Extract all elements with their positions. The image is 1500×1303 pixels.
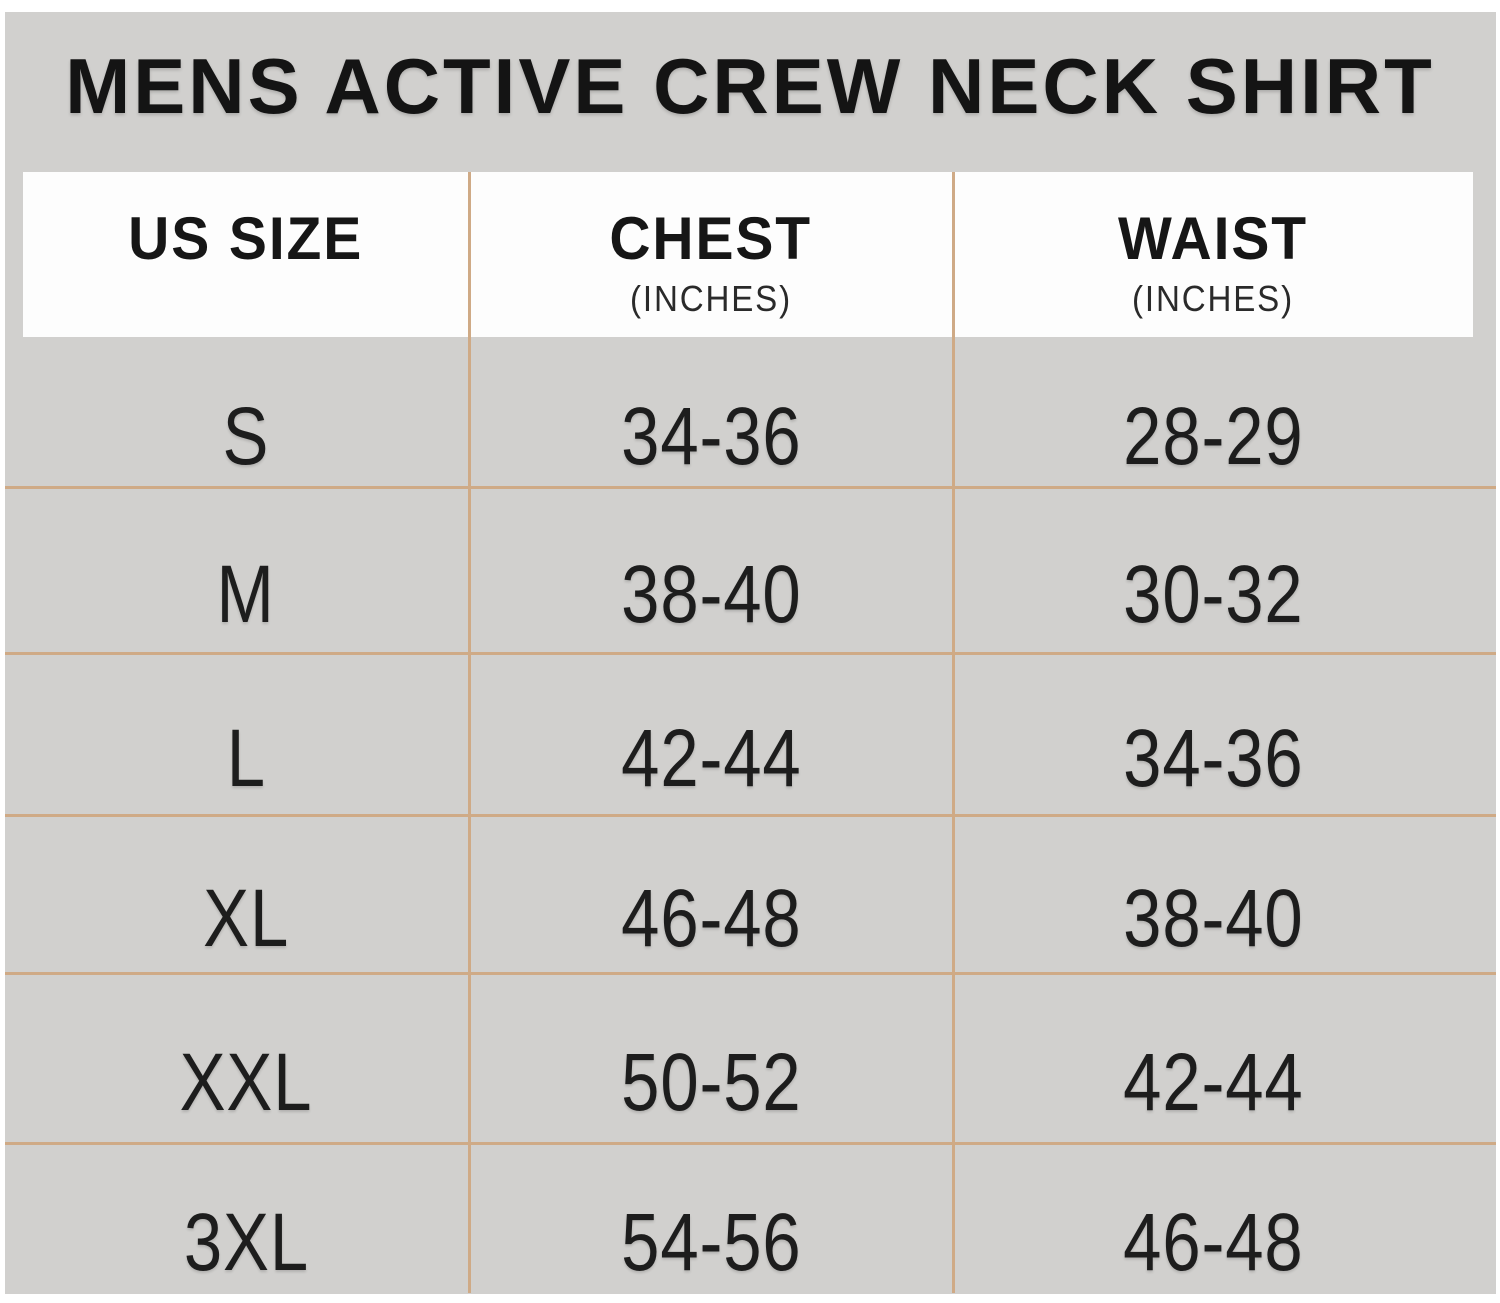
waist-value: 38-40 [1122,873,1304,964]
column-header-sublabel: (INCHES) [1132,277,1294,319]
table-row-l-chest-cell: 42-44 [469,653,953,815]
waist-value: 34-36 [1122,713,1304,804]
table-row-xl-size-cell: XL [23,815,469,973]
size-value: L [226,713,266,804]
size-value: S [222,391,270,482]
table-row-xxl-chest-cell: 50-52 [469,973,953,1143]
table-grid-hline-3 [5,814,1496,817]
column-header-waist: WAIST (INCHES) [953,172,1473,337]
table-row-s-size-cell: S [23,337,469,487]
table-row-3xl-chest-cell: 54-56 [469,1143,953,1293]
table-row-xxl-size-cell: XXL [23,973,469,1143]
waist-value: 28-29 [1122,391,1304,482]
column-header-label: US SIZE [128,204,364,272]
size-value: 3XL [183,1197,309,1288]
waist-value: 46-48 [1122,1197,1304,1288]
table-row-xl-waist-cell: 38-40 [953,815,1473,973]
table-row-m-size-cell: M [23,487,469,653]
chest-value: 38-40 [620,549,802,640]
table-row-m-chest-cell: 38-40 [469,487,953,653]
size-value: XXL [179,1037,313,1128]
column-header-chest: CHEST (INCHES) [469,172,953,337]
table-grid-vline-1 [468,172,471,1293]
chest-value: 42-44 [620,713,802,804]
column-header-us-size: US SIZE [23,172,469,337]
table-row-l-size-cell: L [23,653,469,815]
table-row-3xl-waist-cell: 46-48 [953,1143,1473,1293]
chest-value: 34-36 [620,391,802,482]
table-row-xl-chest-cell: 46-48 [469,815,953,973]
table-row-xxl-waist-cell: 42-44 [953,973,1473,1143]
chest-value: 50-52 [620,1037,802,1128]
table-grid-hline-4 [5,972,1496,975]
table-row-m-waist-cell: 30-32 [953,487,1473,653]
chart-title: MENS ACTIVE CREW NECK SHIRT [65,42,1435,130]
waist-value: 30-32 [1122,549,1304,640]
table-grid-hline-5 [5,1142,1496,1145]
size-table: US SIZE CHEST (INCHES) WAIST (INCHES) S … [23,172,1473,1293]
table-row-l-waist-cell: 34-36 [953,653,1473,815]
table-row-s-waist-cell: 28-29 [953,337,1473,487]
column-header-label: WAIST [1118,204,1308,272]
table-grid-hline-1 [5,486,1496,489]
column-header-label: CHEST [609,204,813,272]
table-row-3xl-size-cell: 3XL [23,1143,469,1293]
column-header-sublabel: (INCHES) [630,277,792,319]
waist-value: 42-44 [1122,1037,1304,1128]
table-row-s-chest-cell: 34-36 [469,337,953,487]
size-value: M [216,549,276,640]
chest-value: 54-56 [620,1197,802,1288]
table-grid-hline-2 [5,652,1496,655]
size-value: XL [203,873,289,964]
table-grid-vline-2 [952,172,955,1293]
chest-value: 46-48 [620,873,802,964]
